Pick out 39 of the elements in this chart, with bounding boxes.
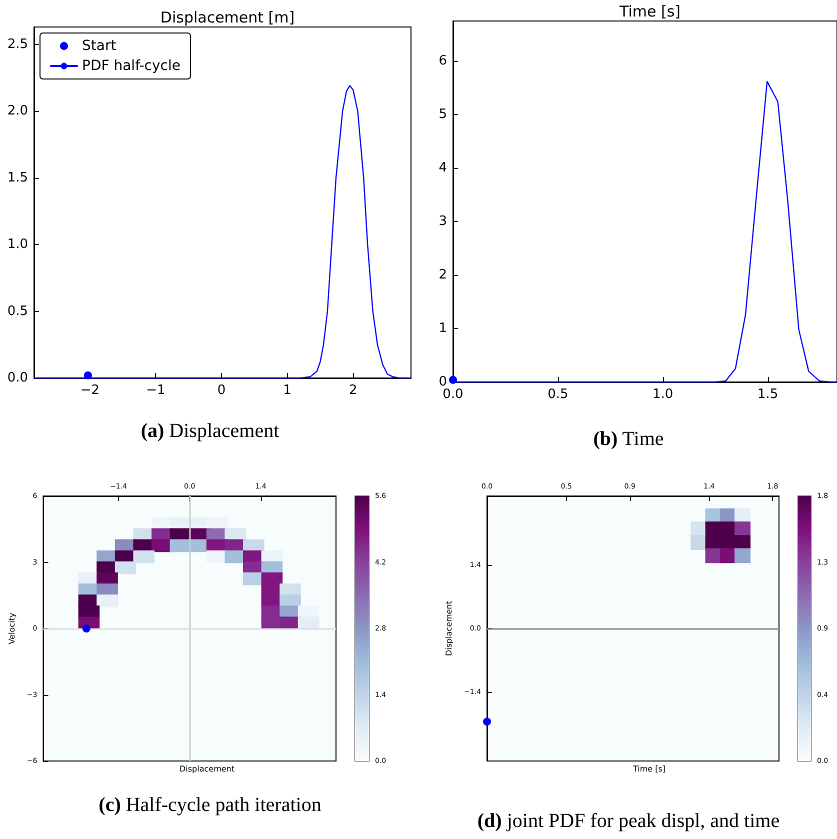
x-tick-label: 0.5	[548, 387, 568, 402]
y-tick-label: 2.0	[7, 104, 28, 119]
x-axis-title: Displacement	[180, 764, 234, 774]
point	[690, 535, 707, 550]
x-tick-label: 1.5	[757, 387, 778, 402]
chart-title: Displacement [m]	[160, 8, 295, 26]
x-tick-label: 2	[348, 383, 358, 398]
y-axis-title: Velocity	[8, 612, 16, 644]
x-tick-label: 1	[283, 383, 292, 398]
chart-title: Time [s]	[618, 2, 680, 20]
point	[734, 522, 750, 537]
y-tick-label: 0.5	[7, 304, 28, 319]
legend-label: PDF half-cycle	[82, 58, 180, 74]
y-tick-label: 3	[438, 214, 447, 230]
y-tick-label: 1.0	[7, 237, 28, 252]
x-tick-label: −1	[146, 383, 166, 398]
y-tick-label: 5	[438, 107, 447, 122]
text: (a) Displacement	[140, 420, 280, 443]
x-axis-title: Time [s]	[632, 764, 666, 774]
text: (b) Time	[592, 428, 665, 451]
y-tick-label: 6	[438, 54, 447, 69]
y-tick-label: 1.5	[7, 170, 28, 186]
x-tick-label: −2	[80, 383, 100, 398]
legend-label: Start	[82, 38, 117, 54]
y-axis-title: Displacement	[444, 601, 454, 656]
y-tick-label: 2	[438, 268, 447, 283]
text: (c) Half-cycle path iteration	[98, 794, 322, 817]
y-tick-label: 0.0	[7, 370, 28, 386]
point	[82, 624, 90, 632]
y-tick-label: 2.5	[7, 36, 28, 52]
x-tick-label: 1.0	[652, 387, 674, 402]
point	[483, 718, 491, 726]
point	[705, 548, 722, 564]
point	[720, 548, 736, 564]
y-tick-label: 1	[438, 321, 447, 336]
text: (d) joint PDF for peak displ, and time	[476, 810, 781, 833]
point	[734, 548, 750, 564]
y-tick-label: 4	[438, 160, 447, 176]
x-tick-label: 0	[217, 383, 226, 398]
